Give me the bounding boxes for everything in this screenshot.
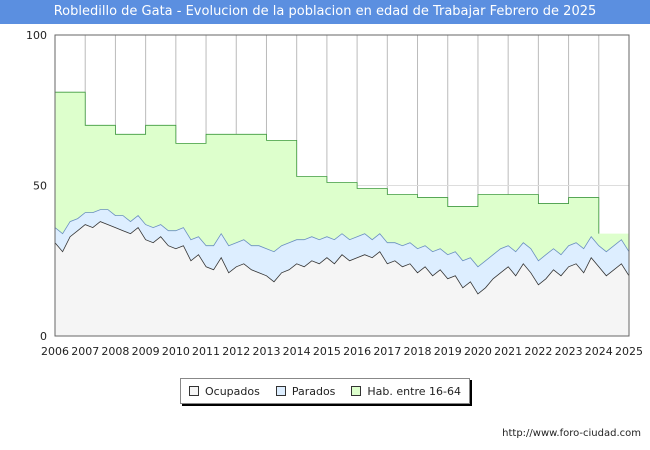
series-parados-line [54, 209, 630, 268]
series-ocupados-area [55, 221, 629, 336]
legend-label-ocupados: Ocupados [204, 384, 260, 398]
legend-item-parados: Parados [275, 384, 336, 398]
y-tick-label-100: 100 [26, 29, 47, 42]
x-tick-label-2007: 2007 [71, 345, 99, 358]
x-tick-label-2023: 2023 [555, 345, 583, 358]
x-tick-label-2022: 2022 [524, 345, 552, 358]
y-tick-label-0: 0 [40, 330, 47, 343]
x-tick-label-2018: 2018 [404, 345, 432, 358]
legend-item-hab: Hab. entre 16-64 [351, 385, 461, 398]
x-tick-label-2012: 2012 [222, 345, 250, 358]
x-tick-label-2009: 2009 [132, 345, 160, 358]
x-tick-label-2013: 2013 [252, 345, 280, 358]
series-hab-line [55, 91, 600, 234]
x-tick-label-2025: 2025 [615, 345, 643, 358]
legend-swatch-ocupados [188, 386, 199, 396]
legend-swatch-hab [351, 386, 362, 396]
legend-label-hab: Hab. entre 16-64 [367, 384, 461, 398]
x-tick-label-2006: 2006 [41, 345, 69, 358]
source-url: http://www.foro-ciudad.com [502, 428, 641, 439]
x-tick-label-2024: 2024 [585, 345, 613, 358]
legend-label-parados: Parados [291, 384, 336, 398]
area-layer [54, 91, 630, 336]
x-tick-label-2021: 2021 [494, 345, 522, 358]
x-tick-label-2020: 2020 [464, 345, 492, 358]
legend-item-ocupados: Ocupados [188, 384, 260, 398]
legend-swatch-parados [275, 386, 286, 396]
x-tick-label-2014: 2014 [283, 345, 311, 358]
x-tick-label-2008: 2008 [101, 345, 129, 358]
x-tick-label-2019: 2019 [434, 345, 462, 358]
chart-legend: Ocupados Parados Hab. entre 16-64 [180, 378, 470, 404]
x-tick-label-2017: 2017 [373, 345, 401, 358]
x-tick-label-2011: 2011 [192, 345, 220, 358]
x-tick-label-2015: 2015 [313, 345, 341, 358]
y-tick-label-50: 50 [33, 180, 47, 193]
plot-frame [54, 34, 630, 337]
chart-title: Robledillo de Gata - Evolucion de la pob… [0, 0, 650, 24]
x-tick-label-2010: 2010 [162, 345, 190, 358]
x-tick-label-2016: 2016 [343, 345, 371, 358]
series-ocupados-line [54, 221, 630, 295]
